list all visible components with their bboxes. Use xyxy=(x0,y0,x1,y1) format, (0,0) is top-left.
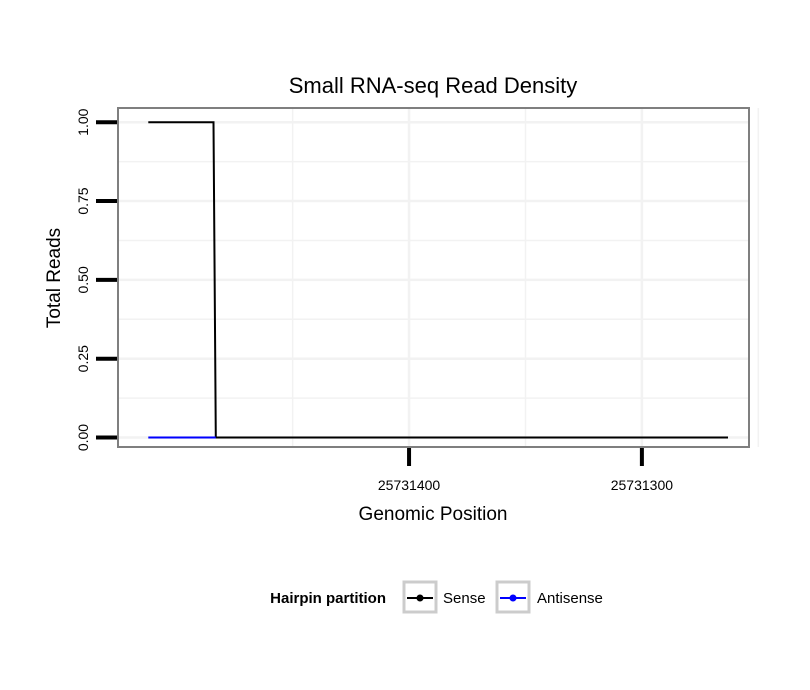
legend-entry-label: Sense xyxy=(443,590,486,607)
x-tick-label: 25731300 xyxy=(611,477,674,493)
series-layer xyxy=(148,121,728,439)
chart-title: Small RNA-seq Read Density xyxy=(289,73,578,98)
grid-lines xyxy=(118,108,760,447)
y-tick-label: 0.50 xyxy=(75,266,91,293)
legend-key-point xyxy=(509,594,517,602)
x-axis-label: Genomic Position xyxy=(359,504,508,525)
x-axis: 25731400 25731300 xyxy=(378,448,673,493)
plot-panel xyxy=(118,108,749,447)
y-tick-label: 0.75 xyxy=(75,187,91,214)
y-tick-label: 0.25 xyxy=(75,345,91,372)
y-axis-label: Total Reads xyxy=(44,228,65,328)
x-tick-label: 25731400 xyxy=(378,477,441,493)
y-axis: 0.00 0.25 0.50 0.75 1.00 xyxy=(75,108,117,451)
series-line-sense xyxy=(148,121,728,439)
legend-entry-label: Antisense xyxy=(537,590,603,607)
y-tick-label: 0.00 xyxy=(75,424,91,451)
legend-title: Hairpin partition xyxy=(270,590,386,607)
plot-panel-border xyxy=(117,107,750,448)
y-tick-label: 1.00 xyxy=(75,108,91,135)
legend: Hairpin partition Sense Antisense xyxy=(270,580,603,614)
legend-key-point xyxy=(416,594,424,602)
